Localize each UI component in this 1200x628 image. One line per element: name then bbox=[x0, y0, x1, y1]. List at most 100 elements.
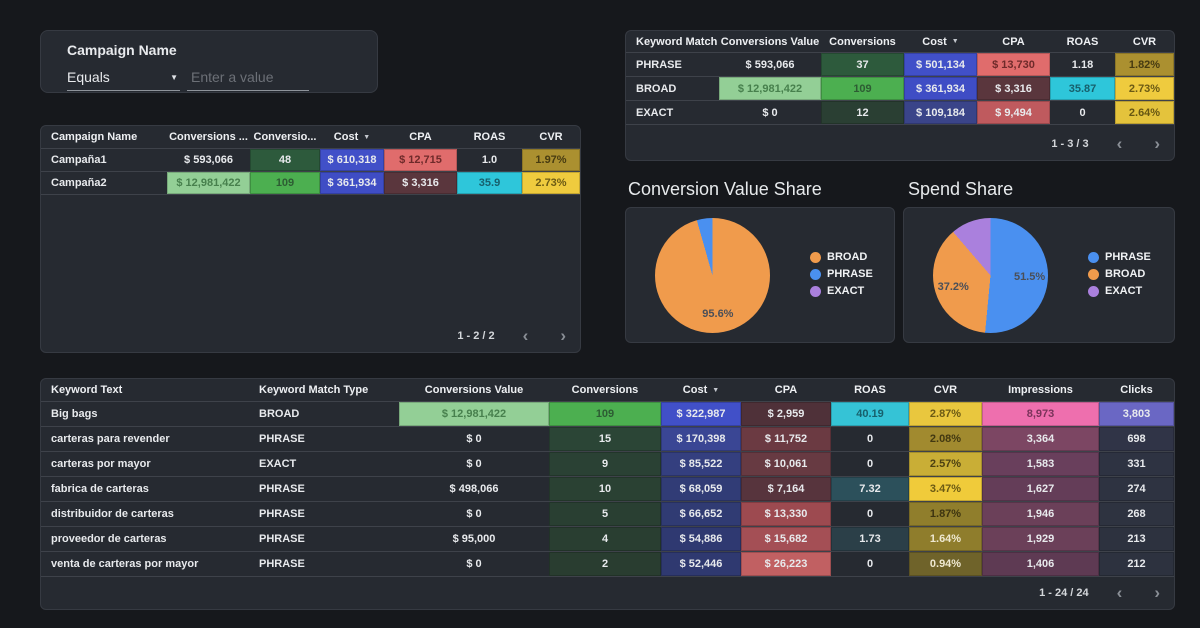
next-page-button[interactable]: › bbox=[1154, 583, 1160, 602]
table-cell: PHRASE bbox=[259, 433, 305, 445]
table-cell: Campaña2 bbox=[51, 177, 107, 189]
column-header[interactable]: Impressions bbox=[1008, 384, 1073, 396]
column-header[interactable]: Keyword Match Type bbox=[259, 384, 369, 396]
table-cell: 12 bbox=[821, 101, 904, 124]
keyword-table-card: Keyword Text Keyword Match Type Conversion… bbox=[40, 378, 1175, 610]
table-cell: $ 12,981,422 bbox=[399, 402, 549, 426]
table-cell: 698 bbox=[1099, 427, 1174, 451]
table-cell: 268 bbox=[1099, 502, 1174, 526]
table-cell: fabrica de carteras bbox=[51, 483, 149, 495]
campaign-filter-card: Campaign Name Equals ▼ bbox=[40, 30, 378, 93]
filter-value-input[interactable] bbox=[187, 69, 309, 91]
prev-page-button[interactable]: ‹ bbox=[1116, 134, 1123, 153]
table-row: carteras para revender PHRASE $ 0 15 $ 170,3… bbox=[41, 427, 1174, 452]
column-header[interactable]: Conversions Value bbox=[424, 384, 524, 396]
column-header[interactable]: Cost ▼ bbox=[682, 384, 720, 396]
table-cell: 4 bbox=[549, 527, 661, 551]
legend-dot-icon bbox=[1088, 285, 1099, 297]
column-header[interactable]: CPA bbox=[774, 384, 798, 396]
keyword-match-table: Keyword Match ...Conversions Value Conver… bbox=[626, 31, 1174, 125]
pagination: 1 - 3 / 3 ‹ › bbox=[1051, 135, 1160, 152]
column-header[interactable]: Campaign Name bbox=[51, 131, 138, 143]
table-cell: $ 0 bbox=[762, 106, 778, 119]
column-header[interactable]: CVR bbox=[539, 131, 563, 143]
next-page-button[interactable]: › bbox=[560, 326, 566, 345]
column-header[interactable]: Cost ▼ bbox=[333, 131, 371, 143]
table-cell: $ 361,934 bbox=[320, 172, 384, 194]
table-row: carteras por mayor EXACT $ 0 9 $ 85,522 $ 10,… bbox=[41, 452, 1174, 477]
column-header[interactable]: Conversions bbox=[829, 35, 896, 48]
sort-desc-icon: ▼ bbox=[712, 386, 720, 394]
table-cell: $ 0 bbox=[466, 433, 482, 445]
legend-item[interactable]: EXACT bbox=[1088, 285, 1151, 297]
column-header[interactable]: Conversions Value bbox=[720, 35, 820, 48]
legend-item[interactable]: BROAD bbox=[1088, 268, 1151, 280]
table-cell: EXACT bbox=[636, 106, 674, 119]
table-header-row: Campaign Name Conversions ... Conversio...… bbox=[41, 126, 580, 149]
table-cell: 109 bbox=[250, 172, 320, 194]
pagination: 1 - 24 / 24 ‹ › bbox=[1039, 584, 1160, 601]
table-cell: $ 13,730 bbox=[977, 53, 1050, 76]
table-row: Campaña1 $ 593,066 48 $ 610,318 $ 12,715 1.0 1… bbox=[41, 149, 580, 172]
table-cell: $ 361,934 bbox=[904, 77, 977, 100]
pie-chart[interactable]: 51.5% 37.2% bbox=[933, 218, 1048, 333]
column-header[interactable]: Keyword Text bbox=[51, 384, 123, 396]
prev-page-button[interactable]: ‹ bbox=[522, 326, 529, 345]
table-cell: 1.0 bbox=[481, 154, 498, 166]
table-cell: 2.64% bbox=[1115, 101, 1174, 124]
next-page-button[interactable]: › bbox=[1154, 134, 1160, 153]
table-cell: 2.57% bbox=[909, 452, 982, 476]
table-cell: 1.73 bbox=[831, 527, 909, 551]
table-cell: 35.87 bbox=[1050, 77, 1115, 100]
prev-page-button[interactable]: ‹ bbox=[1116, 583, 1123, 602]
table-cell: $ 52,446 bbox=[661, 552, 741, 576]
table-cell: 40.19 bbox=[831, 402, 909, 426]
legend-label: PHRASE bbox=[1105, 251, 1151, 263]
legend-item[interactable]: EXACT bbox=[810, 285, 873, 297]
column-header[interactable]: CVR bbox=[933, 384, 958, 396]
table-header-row: Keyword Match ...Conversions Value Conver… bbox=[626, 31, 1174, 53]
table-cell: 15 bbox=[549, 427, 661, 451]
chart-legend: PHRASE BROAD EXACT bbox=[1088, 246, 1151, 302]
table-cell: $ 3,316 bbox=[384, 172, 457, 194]
table-cell: 1,627 bbox=[982, 477, 1099, 501]
table-cell: 109 bbox=[549, 402, 661, 426]
column-header[interactable]: Conversions ... bbox=[169, 131, 248, 143]
legend-item[interactable]: BROAD bbox=[810, 251, 873, 263]
table-row: venta de carteras por mayor PHRASE $ 0 2 $ 5… bbox=[41, 552, 1174, 577]
filter-operator-value: Equals bbox=[67, 69, 110, 85]
table-cell: 0 bbox=[1079, 106, 1086, 119]
column-header[interactable]: CPA bbox=[1002, 35, 1025, 48]
table-cell: BROAD bbox=[259, 408, 300, 420]
filter-operator-select[interactable]: Equals ▼ bbox=[67, 69, 180, 91]
legend-item[interactable]: PHRASE bbox=[1088, 251, 1151, 263]
pie-chart[interactable]: 95.6% bbox=[655, 218, 770, 333]
table-cell: $ 66,652 bbox=[661, 502, 741, 526]
table-cell: venta de carteras por mayor bbox=[51, 558, 199, 570]
column-header[interactable]: ROAS bbox=[473, 131, 506, 143]
table-cell: 8,973 bbox=[982, 402, 1099, 426]
table-cell: 0 bbox=[866, 558, 874, 570]
column-header[interactable]: Conversio... bbox=[253, 131, 317, 143]
column-header[interactable]: Clicks bbox=[1120, 384, 1153, 396]
column-header[interactable]: CVR bbox=[1132, 35, 1157, 48]
legend-item[interactable]: PHRASE bbox=[810, 268, 873, 280]
column-header[interactable]: CPA bbox=[409, 131, 432, 143]
table-row: proveedor de carteras PHRASE $ 95,000 4 $ 54… bbox=[41, 527, 1174, 552]
table-cell: $ 498,066 bbox=[449, 483, 499, 495]
table-header-row: Keyword Text Keyword Match Type Conversion… bbox=[41, 379, 1174, 402]
table-cell: 1.87% bbox=[909, 502, 982, 526]
chart-legend: BROAD PHRASE EXACT bbox=[810, 246, 873, 302]
table-cell: $ 170,398 bbox=[661, 427, 741, 451]
column-header[interactable]: ROAS bbox=[1066, 35, 1099, 48]
column-header[interactable]: Keyword Match ... bbox=[636, 35, 719, 48]
column-header[interactable]: Cost ▼ bbox=[922, 35, 959, 48]
pie-slice-label: 51.5% bbox=[1013, 271, 1046, 284]
column-header[interactable]: ROAS bbox=[854, 384, 886, 396]
column-header[interactable]: Conversions bbox=[571, 384, 639, 396]
table-cell: 331 bbox=[1099, 452, 1174, 476]
table-row: fabrica de carteras PHRASE $ 498,066 10 $ 68… bbox=[41, 477, 1174, 502]
table-cell: 1.97% bbox=[522, 149, 580, 171]
table-cell: Big bags bbox=[51, 408, 98, 420]
table-cell: PHRASE bbox=[259, 508, 305, 520]
